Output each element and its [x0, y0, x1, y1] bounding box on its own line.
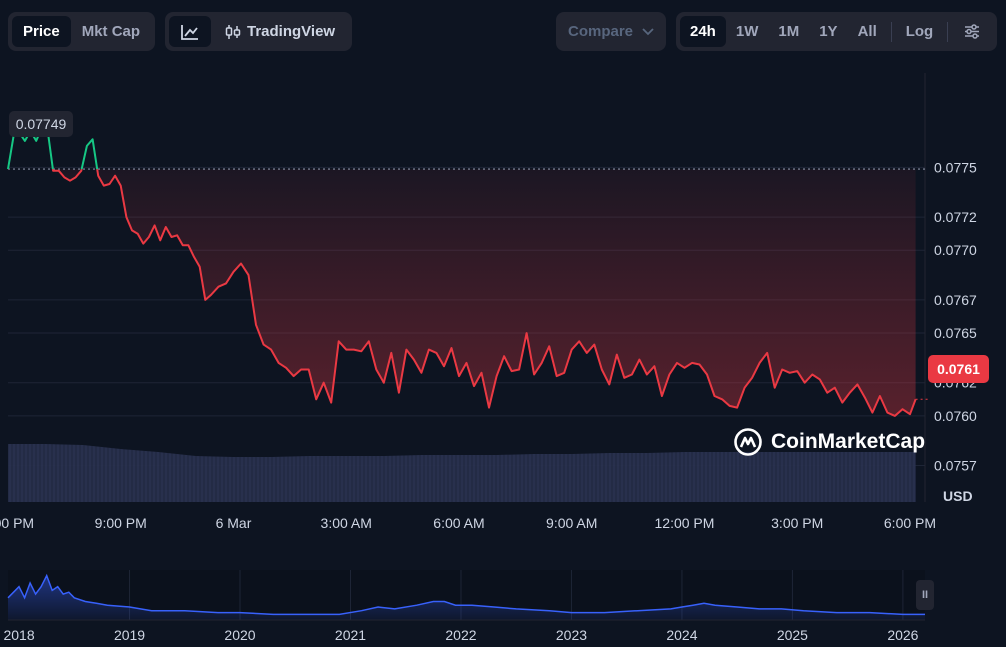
range-all-button[interactable]: All	[857, 23, 877, 40]
toolbar-divider	[890, 21, 892, 42]
y-tick-label: 0.0760	[934, 408, 977, 424]
overview-year-label: 2018	[3, 627, 34, 643]
y-tick-label: 0.0772	[934, 209, 977, 225]
candlestick-icon	[225, 24, 241, 39]
chart-settings-button[interactable]	[952, 16, 992, 47]
currency-label: USD	[943, 488, 973, 504]
x-tick-label: 3:00 PM	[771, 515, 823, 531]
time-range-selector: 24h 1W 1M 1Y All Log	[676, 12, 997, 51]
price-line-down	[7, 169, 917, 417]
range-1y-button[interactable]: 1Y	[819, 23, 838, 40]
price-area-fill	[8, 169, 916, 416]
tradingview-button[interactable]: TradingView	[211, 16, 346, 47]
chart-toolbar: Price Mkt Cap TradingView Compare 24h 1W	[0, 0, 1006, 62]
overview-year-label: 2025	[777, 627, 808, 643]
y-tick-label: 0.0757	[934, 458, 977, 474]
chart-style-toggle: TradingView	[165, 12, 352, 51]
brand-watermark: CoinMarketCap	[733, 427, 925, 457]
tradingview-label: TradingView	[247, 23, 336, 40]
overview-year-label: 2020	[224, 627, 255, 643]
y-tick-label: 0.0765	[934, 325, 977, 341]
overview-year-label: 2021	[335, 627, 366, 643]
price-series	[7, 126, 928, 417]
x-tick-label: 9:00 AM	[546, 515, 597, 531]
settings-sliders-icon	[965, 24, 980, 39]
line-chart-button[interactable]	[169, 16, 211, 47]
x-tick-label: 6:00 PM	[884, 515, 936, 531]
x-tick-label: 3:00 AM	[321, 515, 372, 531]
y-tick-label: 0.0775	[934, 159, 977, 175]
overview-area	[8, 575, 925, 620]
x-tick-label: 6:00 PM	[0, 515, 34, 531]
range-1m-button[interactable]: 1M	[778, 23, 800, 40]
open-price-label: 0.07749	[9, 111, 73, 137]
x-tick-label: 9:00 PM	[95, 515, 147, 531]
price-tab[interactable]: Price	[12, 16, 71, 47]
compare-dropdown[interactable]: Compare	[556, 12, 666, 51]
y-tick-label: 0.0767	[934, 292, 977, 308]
y-axis: 0.07750.07720.07700.07670.07650.07620.07…	[934, 159, 977, 473]
compare-label: Compare	[567, 23, 634, 40]
last-price-label: 0.0761	[928, 355, 989, 383]
overview-year-label: 2023	[556, 627, 587, 643]
overview-year-label: 2019	[114, 627, 145, 643]
toolbar-divider	[947, 21, 949, 42]
chevron-down-icon	[642, 27, 654, 35]
log-scale-button[interactable]: Log	[905, 23, 934, 40]
range-24h-button[interactable]: 24h	[680, 16, 726, 47]
navigator-handle[interactable]: II	[916, 580, 934, 610]
x-axis: 6:00 PM 9:00 PM 6 Mar 3:00 AM 6:00 AM 9:00 AM…	[0, 515, 936, 531]
overview-year-label: 2026	[887, 627, 918, 643]
volume-area	[8, 444, 916, 502]
volume-bars	[7, 440, 916, 502]
coinmarketcap-logo-icon	[734, 428, 762, 456]
x-tick-label: 12:00 PM	[655, 515, 715, 531]
brand-name: CoinMarketCap	[771, 430, 926, 453]
overview-year-label: 2022	[445, 627, 476, 643]
range-1w-button[interactable]: 1W	[735, 23, 759, 40]
x-tick-label: 6:00 AM	[433, 515, 484, 531]
x-tick-label: 6 Mar	[216, 515, 252, 531]
y-tick-label: 0.0770	[934, 242, 977, 258]
chart-mode-toggle: Price Mkt Cap	[8, 12, 155, 51]
overview-navigator[interactable]: 2018 2019 2020 2021 2022 2023 2024 2025 2026	[3, 570, 925, 643]
mktcap-tab[interactable]: Mkt Cap	[81, 23, 141, 40]
overview-year-label: 2024	[666, 627, 697, 643]
line-chart-icon	[181, 24, 198, 40]
overview-line	[7, 573, 925, 616]
